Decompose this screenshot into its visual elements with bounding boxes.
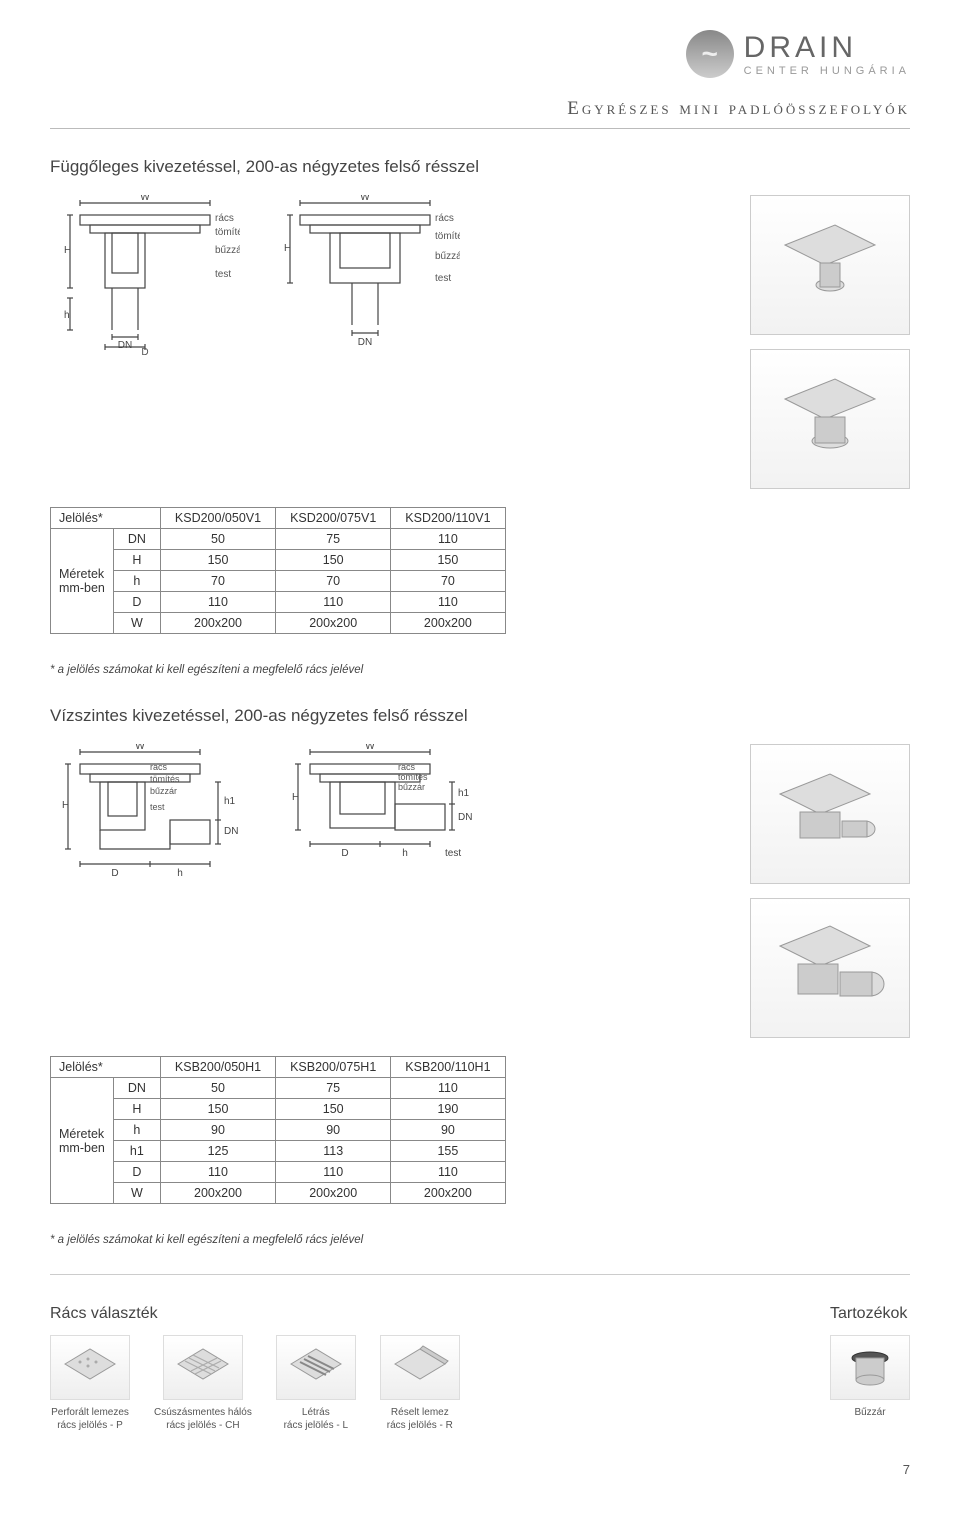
- diagram-svg: W H h DN rács tömítés bűzzár test: [50, 195, 240, 355]
- th-jel: Jelölés*: [51, 508, 161, 529]
- page-number: 7: [50, 1462, 910, 1477]
- svg-text:rács: rács: [398, 762, 416, 772]
- svg-text:tömítés: tömítés: [150, 774, 180, 784]
- svg-text:rács: rács: [435, 213, 454, 224]
- section2-diagrams: W H h1 DN D h rács tömítés bűzzár: [50, 744, 910, 1038]
- thumb-ladder: Létrás rács jelölés - L: [276, 1335, 356, 1432]
- diagram-svg: W H DN rács tömítés bűzzár test: [270, 195, 460, 355]
- svg-text:test: test: [215, 269, 231, 280]
- svg-text:bűzzár: bűzzár: [215, 245, 240, 256]
- bottom-row: Rács választék Perforált lemezes rács je…: [50, 1287, 910, 1432]
- svg-text:H: H: [64, 245, 71, 256]
- divider: [50, 1274, 910, 1275]
- svg-text:h1: h1: [224, 796, 236, 807]
- thumb-perforated: Perforált lemezes rács jelölés - P: [50, 1335, 130, 1432]
- th-meretek: Méretek mm-ben: [51, 529, 114, 634]
- thumb-mesh: Csúszásmentes hálós rács jelölés - CH: [154, 1335, 252, 1432]
- th-c2: KSD200/110V1: [391, 508, 505, 529]
- svg-text:bűzzár: bűzzár: [398, 782, 425, 792]
- product-photo-1: [750, 195, 910, 335]
- svg-text:W: W: [140, 195, 150, 203]
- swirl-icon: ~: [686, 30, 734, 78]
- svg-text:h: h: [402, 848, 408, 859]
- svg-text:h: h: [177, 868, 183, 879]
- product-photo-2: [750, 349, 910, 489]
- dim-d: D: [141, 347, 148, 358]
- svg-text:rács: rács: [150, 762, 168, 772]
- svg-text:H: H: [284, 243, 291, 254]
- svg-text:D: D: [341, 848, 348, 859]
- section2-title: Vízszintes kivezetéssel, 200-as négyzete…: [50, 706, 910, 726]
- svg-text:W: W: [135, 744, 145, 752]
- svg-text:DN: DN: [458, 812, 472, 823]
- brand-main: DRAIN: [744, 31, 910, 65]
- svg-text:W: W: [360, 195, 370, 203]
- diagram-svg: W H h1 DN D h rács tömítés bűzzár: [50, 744, 250, 904]
- section1-diagrams: W H h DN rács tömítés bűzzár test D: [50, 195, 910, 489]
- svg-text:bűzzár: bűzzár: [435, 251, 460, 262]
- svg-text:DN: DN: [118, 340, 132, 351]
- spec-table-2: Jelölés* KSB200/050H1 KSB200/075H1 KSB20…: [50, 1056, 506, 1204]
- section1-title: Függőleges kivezetéssel, 200-as négyzete…: [50, 157, 910, 177]
- diagram-vertical-a: W H h DN rács tömítés bűzzár test D: [50, 195, 240, 358]
- svg-text:D: D: [111, 868, 118, 879]
- svg-text:tömítés: tömítés: [398, 772, 428, 782]
- svg-text:bűzzár: bűzzár: [150, 786, 177, 796]
- diagram-horizontal-a: W H h1 DN D h rács tömítés bűzzár: [50, 744, 250, 904]
- svg-text:rács: rács: [215, 213, 234, 224]
- spec-table-1: Jelölés* KSD200/050V1 KSD200/075V1 KSD20…: [50, 507, 506, 634]
- svg-text:h1: h1: [458, 788, 470, 799]
- thumb-slot: Réselt lemez rács jelölés - R: [380, 1335, 460, 1432]
- svg-text:tömítés: tömítés: [215, 227, 240, 238]
- svg-text:H: H: [292, 792, 299, 803]
- divider: [50, 128, 910, 129]
- racs-gallery: Perforált lemezes rács jelölés - P Csúsz…: [50, 1335, 460, 1432]
- th-c0: KSD200/050V1: [160, 508, 275, 529]
- product-photo-3: [750, 744, 910, 884]
- diagram-vertical-b: W H DN rács tömítés bűzzár test: [270, 195, 460, 355]
- svg-text:test: test: [435, 273, 451, 284]
- racs-title: Rács választék: [50, 1305, 460, 1323]
- svg-text:DN: DN: [358, 337, 372, 348]
- thumb-trap: Bűzzár: [830, 1335, 910, 1419]
- header: ~ DRAIN CENTER HUNGÁRIA: [50, 30, 910, 78]
- svg-text:tömítés: tömítés: [435, 231, 460, 242]
- svg-text:H: H: [62, 800, 69, 811]
- brand-sub: CENTER HUNGÁRIA: [744, 65, 910, 77]
- svg-text:test: test: [150, 802, 165, 812]
- svg-text:W: W: [365, 744, 375, 752]
- svg-text:test: test: [445, 848, 461, 859]
- tartozek-title: Tartozékok: [830, 1305, 910, 1323]
- brand-logo: ~ DRAIN CENTER HUNGÁRIA: [686, 30, 910, 78]
- table2-note: * a jelölés számokat ki kell egészíteni …: [50, 1234, 910, 1246]
- product-photo-4: [750, 898, 910, 1038]
- svg-text:h: h: [64, 310, 70, 321]
- th-c1: KSD200/075V1: [276, 508, 391, 529]
- table1-note: * a jelölés számokat ki kell egészíteni …: [50, 664, 910, 676]
- svg-text:DN: DN: [224, 826, 238, 837]
- diagram-svg: W H h1 DN D h test rács tömítés bűzzá: [280, 744, 480, 904]
- diagram-horizontal-b: W H h1 DN D h test rács tömítés bűzzá: [280, 744, 480, 904]
- category-title: Egyrészes mini padlóösszefolyók: [50, 98, 910, 120]
